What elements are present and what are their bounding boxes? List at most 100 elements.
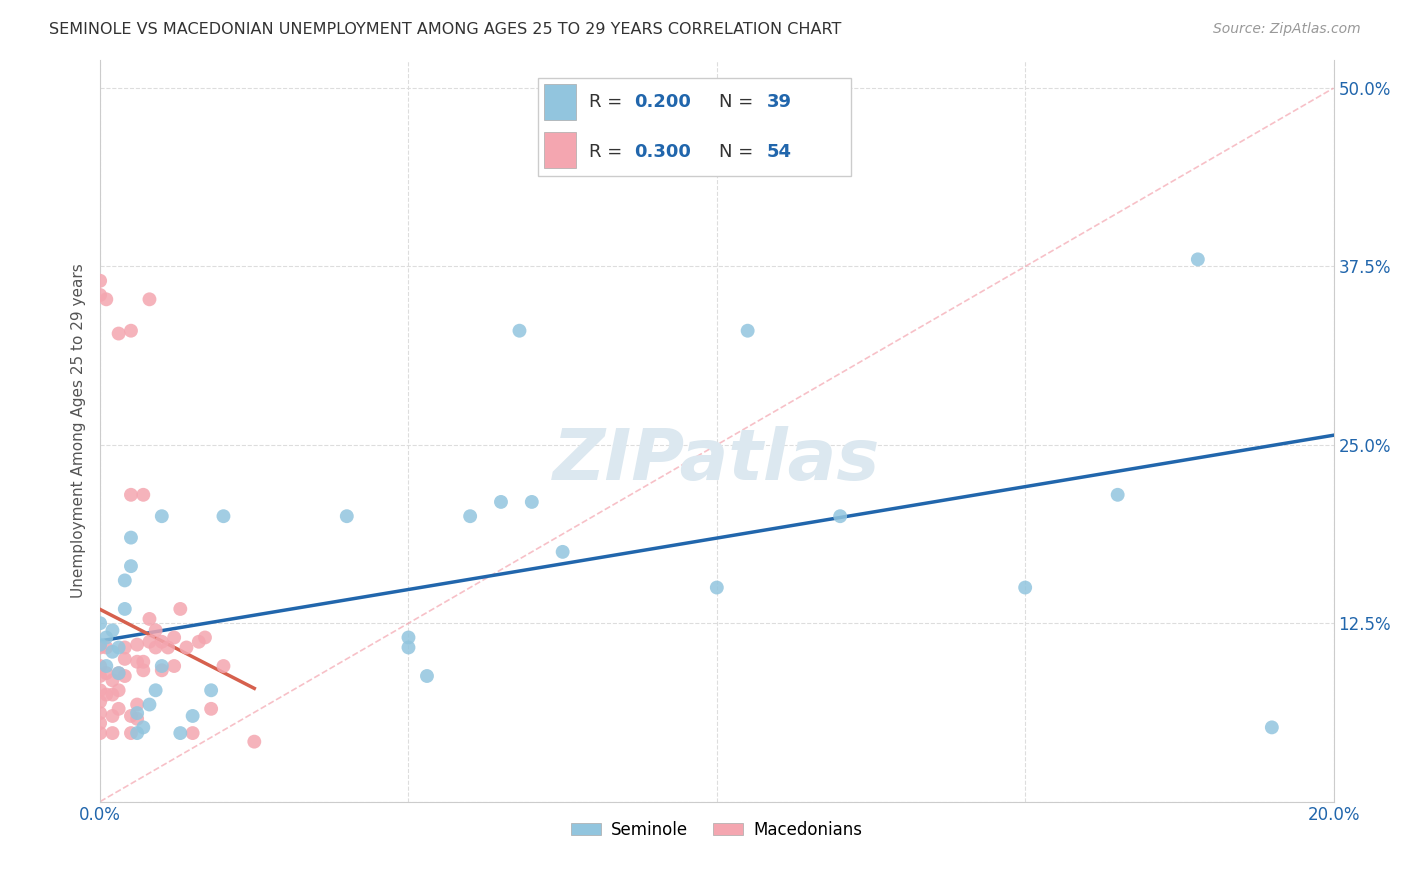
Macedonians xyxy=(132,488,155,502)
Seminole xyxy=(1261,720,1284,734)
Macedonians xyxy=(163,631,186,645)
Seminole xyxy=(145,683,167,698)
Macedonians xyxy=(96,640,118,655)
Macedonians xyxy=(101,709,124,723)
Seminole xyxy=(520,495,543,509)
Seminole xyxy=(706,581,728,595)
Seminole xyxy=(138,698,160,712)
Seminole xyxy=(737,324,759,338)
Text: 0.200: 0.200 xyxy=(634,94,692,112)
Bar xyxy=(544,132,576,168)
Seminole xyxy=(114,574,136,588)
Macedonians xyxy=(89,706,111,720)
Seminole xyxy=(120,531,142,545)
Seminole xyxy=(398,640,420,655)
Macedonians xyxy=(163,659,186,673)
Seminole xyxy=(89,638,111,652)
Seminole xyxy=(150,659,173,673)
Macedonians xyxy=(101,673,124,688)
Seminole xyxy=(114,602,136,616)
Text: SEMINOLE VS MACEDONIAN UNEMPLOYMENT AMONG AGES 25 TO 29 YEARS CORRELATION CHART: SEMINOLE VS MACEDONIAN UNEMPLOYMENT AMON… xyxy=(49,22,842,37)
Macedonians xyxy=(150,663,173,677)
Seminole xyxy=(150,509,173,524)
Macedonians xyxy=(107,702,129,716)
Macedonians xyxy=(89,683,111,698)
Seminole xyxy=(1107,488,1129,502)
Text: Source: ZipAtlas.com: Source: ZipAtlas.com xyxy=(1213,22,1361,37)
Macedonians xyxy=(127,712,149,726)
Macedonians xyxy=(138,293,160,307)
Macedonians xyxy=(138,634,160,648)
Text: R =: R = xyxy=(589,143,628,161)
Macedonians xyxy=(187,634,209,648)
Seminole xyxy=(107,640,129,655)
Macedonians xyxy=(150,634,173,648)
Seminole xyxy=(1014,581,1036,595)
Macedonians xyxy=(114,669,136,683)
Text: 39: 39 xyxy=(768,94,792,112)
Seminole xyxy=(107,666,129,681)
Macedonians xyxy=(127,698,149,712)
Macedonians xyxy=(96,293,118,307)
Macedonians xyxy=(89,726,111,740)
Macedonians xyxy=(212,659,235,673)
Macedonians xyxy=(132,663,155,677)
Seminole xyxy=(127,726,149,740)
Macedonians xyxy=(145,624,167,638)
Macedonians xyxy=(176,640,198,655)
Macedonians xyxy=(132,655,155,669)
Macedonians xyxy=(89,274,111,288)
Text: N =: N = xyxy=(718,94,759,112)
Text: N =: N = xyxy=(718,143,759,161)
Text: R =: R = xyxy=(589,94,628,112)
Macedonians xyxy=(107,666,129,681)
Seminole xyxy=(96,659,118,673)
Macedonians xyxy=(89,288,111,302)
Text: 0.300: 0.300 xyxy=(634,143,692,161)
Macedonians xyxy=(145,640,167,655)
Macedonians xyxy=(107,326,129,341)
Seminole xyxy=(127,706,149,720)
Macedonians xyxy=(120,488,142,502)
Seminole xyxy=(101,645,124,659)
Macedonians xyxy=(120,726,142,740)
Seminole xyxy=(101,624,124,638)
Text: ZIPatlas: ZIPatlas xyxy=(553,425,880,495)
Text: 54: 54 xyxy=(768,143,792,161)
FancyBboxPatch shape xyxy=(537,78,851,177)
Macedonians xyxy=(101,688,124,702)
Macedonians xyxy=(138,612,160,626)
Macedonians xyxy=(156,640,179,655)
Seminole xyxy=(200,683,222,698)
Macedonians xyxy=(101,726,124,740)
Seminole xyxy=(551,545,574,559)
Seminole xyxy=(508,324,530,338)
Seminole xyxy=(132,720,155,734)
Y-axis label: Unemployment Among Ages 25 to 29 years: Unemployment Among Ages 25 to 29 years xyxy=(72,263,86,598)
Seminole xyxy=(212,509,235,524)
Seminole xyxy=(120,559,142,574)
Seminole xyxy=(89,616,111,631)
Seminole xyxy=(96,631,118,645)
Seminole xyxy=(489,495,512,509)
Macedonians xyxy=(96,688,118,702)
Seminole xyxy=(416,669,439,683)
Bar xyxy=(544,84,576,120)
Macedonians xyxy=(243,734,266,748)
Seminole xyxy=(1187,252,1209,267)
Macedonians xyxy=(114,640,136,655)
Seminole xyxy=(169,726,191,740)
Seminole xyxy=(336,509,359,524)
Macedonians xyxy=(181,726,204,740)
Macedonians xyxy=(114,652,136,666)
Macedonians xyxy=(107,683,129,698)
Macedonians xyxy=(89,669,111,683)
Macedonians xyxy=(127,638,149,652)
Macedonians xyxy=(89,659,111,673)
Macedonians xyxy=(96,666,118,681)
Macedonians xyxy=(200,702,222,716)
Macedonians xyxy=(120,324,142,338)
Seminole xyxy=(458,509,481,524)
Macedonians xyxy=(127,655,149,669)
Macedonians xyxy=(89,640,111,655)
